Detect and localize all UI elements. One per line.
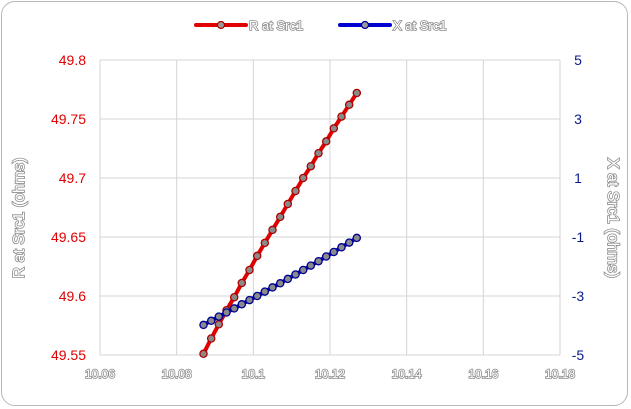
- left-tick-label: 49.55: [51, 347, 86, 363]
- x-tick-label: 10.18: [545, 367, 575, 381]
- data-point[interactable]: [222, 308, 231, 317]
- legend-item-x[interactable]: X at Src1: [338, 17, 447, 34]
- data-point[interactable]: [291, 186, 300, 196]
- data-point[interactable]: [237, 300, 247, 309]
- left-tick-label: 49.65: [51, 229, 86, 245]
- data-point[interactable]: [229, 304, 239, 313]
- right-tick-label: -1: [572, 229, 585, 245]
- data-point[interactable]: [321, 137, 331, 146]
- left-tick-label: 49.6: [59, 288, 86, 304]
- data-point[interactable]: [291, 270, 300, 279]
- data-point[interactable]: [298, 173, 308, 183]
- data-point[interactable]: [344, 100, 354, 110]
- legend: R at Src1 X at Src1: [194, 17, 447, 34]
- data-point[interactable]: [329, 124, 339, 133]
- left-tick-label: 49.75: [51, 111, 86, 127]
- data-point[interactable]: [199, 320, 208, 330]
- right-tick-label: 1: [574, 170, 582, 186]
- series-layer: [199, 88, 362, 359]
- data-point[interactable]: [306, 261, 316, 270]
- data-point[interactable]: [337, 112, 346, 121]
- data-point[interactable]: [275, 212, 285, 222]
- left-tick-label: 49.8: [59, 52, 86, 68]
- x-tick-label: 10.06: [85, 367, 115, 381]
- left-tick-label: 49.7: [59, 170, 86, 186]
- data-point[interactable]: [268, 225, 277, 235]
- right-tick-label: -3: [572, 288, 585, 304]
- x-tick-label: 10.16: [468, 367, 498, 381]
- data-point[interactable]: [245, 265, 254, 275]
- data-point[interactable]: [283, 274, 293, 284]
- data-point[interactable]: [268, 283, 277, 292]
- series-points-1: [199, 233, 362, 330]
- grid: [99, 59, 561, 356]
- data-point[interactable]: [314, 256, 323, 266]
- right-tick-label: 5: [574, 52, 582, 68]
- data-point[interactable]: [321, 252, 331, 261]
- data-point[interactable]: [199, 349, 208, 359]
- data-point[interactable]: [260, 238, 270, 248]
- x-tick-label: 10.08: [162, 367, 192, 381]
- data-point[interactable]: [214, 312, 224, 321]
- data-point[interactable]: [252, 251, 262, 261]
- legend-label-x: X at Src1: [393, 18, 446, 33]
- x-tick-label: 10.1: [242, 367, 266, 381]
- right-axis-title: X at Src1 (ohms): [604, 158, 621, 278]
- data-point[interactable]: [344, 238, 354, 247]
- data-point[interactable]: [352, 233, 362, 243]
- data-point[interactable]: [314, 148, 323, 158]
- data-point[interactable]: [329, 247, 339, 257]
- right-tick-label: -5: [572, 347, 585, 363]
- left-tick-labels: 49.8 49.75 49.7 49.65 49.6 49.55: [51, 52, 86, 363]
- data-point[interactable]: [252, 291, 262, 301]
- data-point[interactable]: [214, 320, 224, 329]
- x-tick-labels: 10.06 10.08 10.1 10.12 10.14 10.16 10.18: [84, 366, 576, 382]
- data-point[interactable]: [206, 316, 216, 326]
- right-tick-labels: 5 3 1 -1 -3 -5: [572, 52, 585, 363]
- data-point[interactable]: [337, 243, 346, 252]
- data-point[interactable]: [298, 265, 308, 275]
- data-point[interactable]: [237, 278, 247, 288]
- data-point[interactable]: [260, 287, 270, 296]
- data-point[interactable]: [245, 295, 254, 305]
- data-point[interactable]: [352, 88, 362, 98]
- legend-label-r: R at Src1: [249, 18, 303, 33]
- x-tick-label: 10.12: [315, 367, 345, 381]
- right-tick-label: 3: [574, 111, 582, 127]
- left-axis-title: R at Src1 (ohms): [11, 158, 28, 279]
- legend-item-r[interactable]: R at Src1: [194, 17, 304, 34]
- data-point[interactable]: [206, 334, 216, 343]
- data-point[interactable]: [306, 161, 316, 171]
- data-point[interactable]: [229, 292, 239, 302]
- x-tick-label: 10.14: [392, 367, 422, 381]
- data-point[interactable]: [283, 199, 293, 209]
- data-point[interactable]: [275, 279, 285, 288]
